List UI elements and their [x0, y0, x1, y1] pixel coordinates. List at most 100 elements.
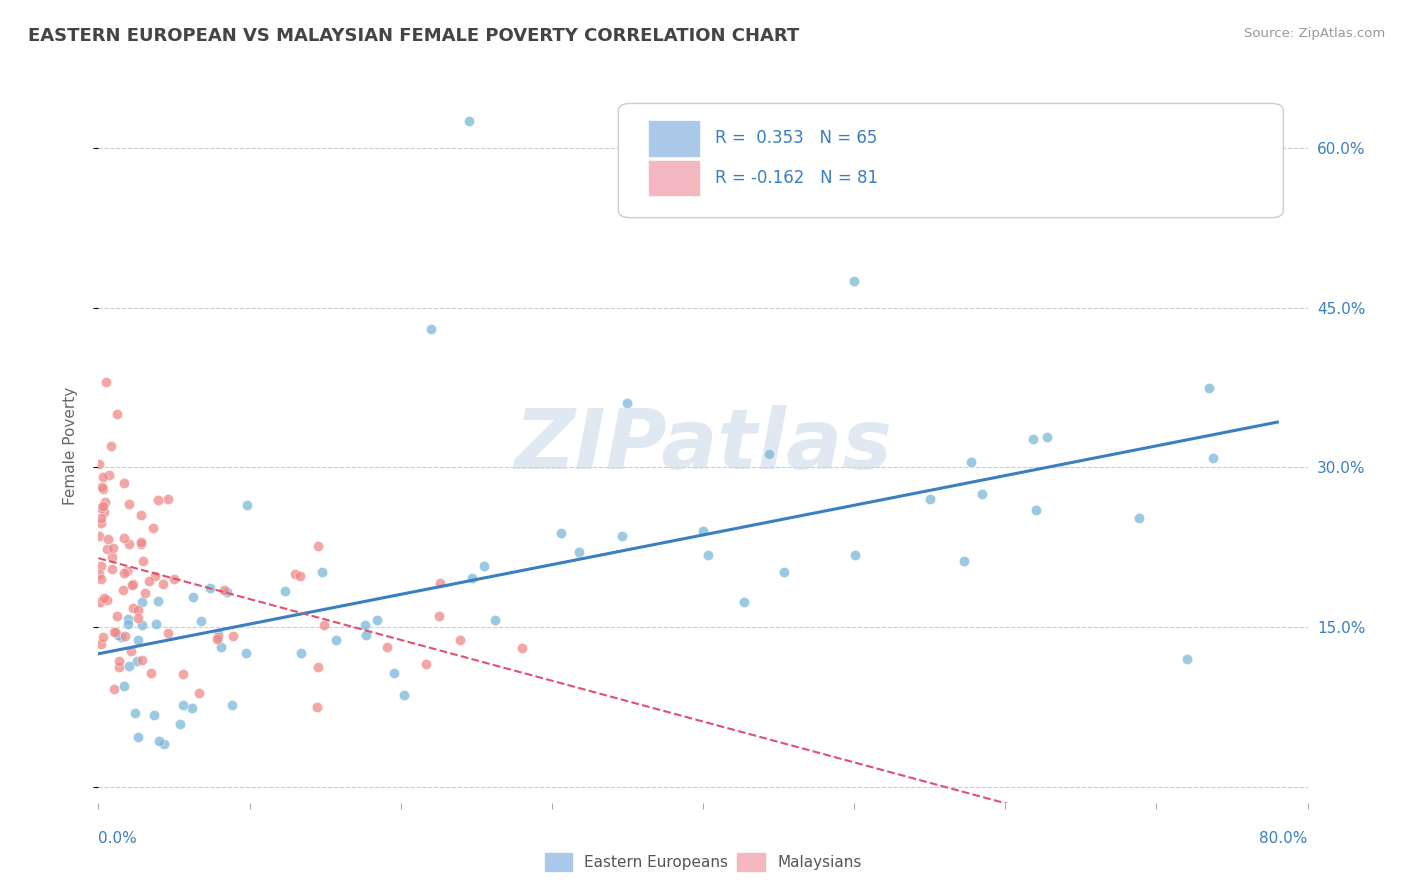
Point [89, 559, 111, 574]
Point [96, 592, 118, 607]
Point [111, 582, 134, 597]
Point [90, 637, 112, 651]
Point [972, 486, 994, 500]
Point [758, 447, 780, 461]
Point [354, 628, 377, 642]
Point [221, 698, 243, 712]
Point [215, 584, 238, 599]
Point [449, 633, 471, 648]
Point [110, 630, 132, 644]
Point [307, 539, 329, 553]
Text: 0.0%: 0.0% [98, 831, 138, 847]
Point [89, 595, 111, 609]
Point [121, 576, 143, 591]
Point [93, 591, 115, 606]
Point [129, 537, 152, 551]
Point [290, 646, 312, 660]
Point [89, 566, 111, 581]
Point [107, 654, 129, 668]
Point [129, 508, 152, 523]
Point [305, 700, 328, 714]
Point [127, 603, 149, 617]
Point [1128, 511, 1150, 525]
Point [163, 572, 186, 586]
Point [90, 510, 112, 524]
Point [610, 529, 633, 543]
Legend: Eastern Europeans, Malaysians: Eastern Europeans, Malaysians [538, 847, 868, 877]
Point [121, 578, 143, 592]
Point [222, 629, 245, 643]
Point [156, 625, 179, 640]
Point [118, 497, 141, 511]
Point [118, 537, 141, 551]
Point [114, 679, 136, 693]
Point [284, 567, 307, 582]
Point [90, 516, 112, 531]
Point [118, 659, 141, 673]
Point [124, 706, 146, 720]
Point [568, 545, 591, 559]
Point [429, 576, 451, 591]
Point [127, 731, 149, 745]
Point [733, 595, 755, 609]
Point [366, 613, 388, 627]
Point [1175, 652, 1198, 666]
Text: EASTERN EUROPEAN VS MALAYSIAN FEMALE POVERTY CORRELATION CHART: EASTERN EUROPEAN VS MALAYSIAN FEMALE POV… [28, 27, 800, 45]
Point [1022, 432, 1045, 446]
Point [697, 548, 720, 562]
Point [138, 574, 160, 588]
Point [392, 688, 415, 702]
Point [772, 566, 794, 580]
Point [112, 531, 135, 545]
Point [94, 495, 117, 509]
Point [152, 576, 174, 591]
Point [93, 504, 115, 518]
Point [472, 559, 495, 574]
Point [312, 618, 335, 632]
Text: R =  0.353   N = 65: R = 0.353 N = 65 [716, 129, 877, 147]
Bar [648, 121, 699, 155]
Point [90, 501, 112, 516]
Point [120, 644, 142, 658]
Point [112, 566, 135, 580]
Point [207, 630, 229, 644]
Point [103, 681, 125, 696]
Y-axis label: Female Poverty: Female Poverty [63, 387, 77, 505]
Point [420, 322, 443, 336]
Point [93, 500, 115, 514]
Point [190, 614, 212, 628]
Point [209, 640, 232, 654]
Text: 80.0%: 80.0% [1260, 831, 1308, 847]
Point [131, 653, 153, 667]
Point [290, 568, 312, 582]
Point [236, 499, 259, 513]
Point [104, 625, 127, 640]
Point [87, 457, 110, 471]
Point [105, 609, 128, 624]
Point [131, 554, 153, 568]
Point [91, 469, 114, 483]
Point [90, 572, 112, 586]
Point [107, 628, 129, 642]
Point [100, 562, 122, 576]
Point [207, 627, 229, 641]
Point [461, 571, 484, 585]
Point [108, 660, 131, 674]
Point [129, 534, 152, 549]
Point [117, 612, 139, 626]
Point [311, 565, 333, 579]
Point [100, 439, 122, 453]
Point [550, 526, 572, 541]
FancyBboxPatch shape [619, 103, 1284, 218]
Point [148, 493, 170, 508]
Point [114, 630, 136, 644]
Point [181, 590, 204, 604]
Point [1202, 450, 1225, 465]
Point [457, 114, 479, 128]
Point [307, 659, 329, 673]
Point [274, 584, 297, 599]
Point [616, 396, 638, 410]
Point [212, 583, 235, 598]
Point [101, 541, 124, 555]
Point [510, 641, 533, 656]
